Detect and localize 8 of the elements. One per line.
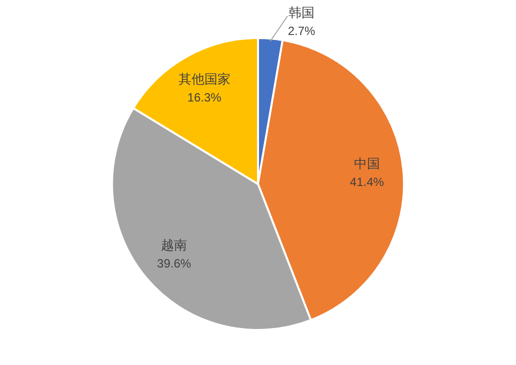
slice-label: 其他国家 (178, 72, 230, 87)
data-label: 16.3% (187, 90, 222, 105)
data-label: 2.7% (288, 24, 316, 38)
slice-label: 韩国 (288, 5, 315, 20)
slice-label: 越南 (161, 237, 188, 252)
data-label: 41.4% (350, 175, 384, 190)
data-label: 39.6% (157, 256, 192, 270)
slice-label: 中国 (354, 156, 380, 172)
